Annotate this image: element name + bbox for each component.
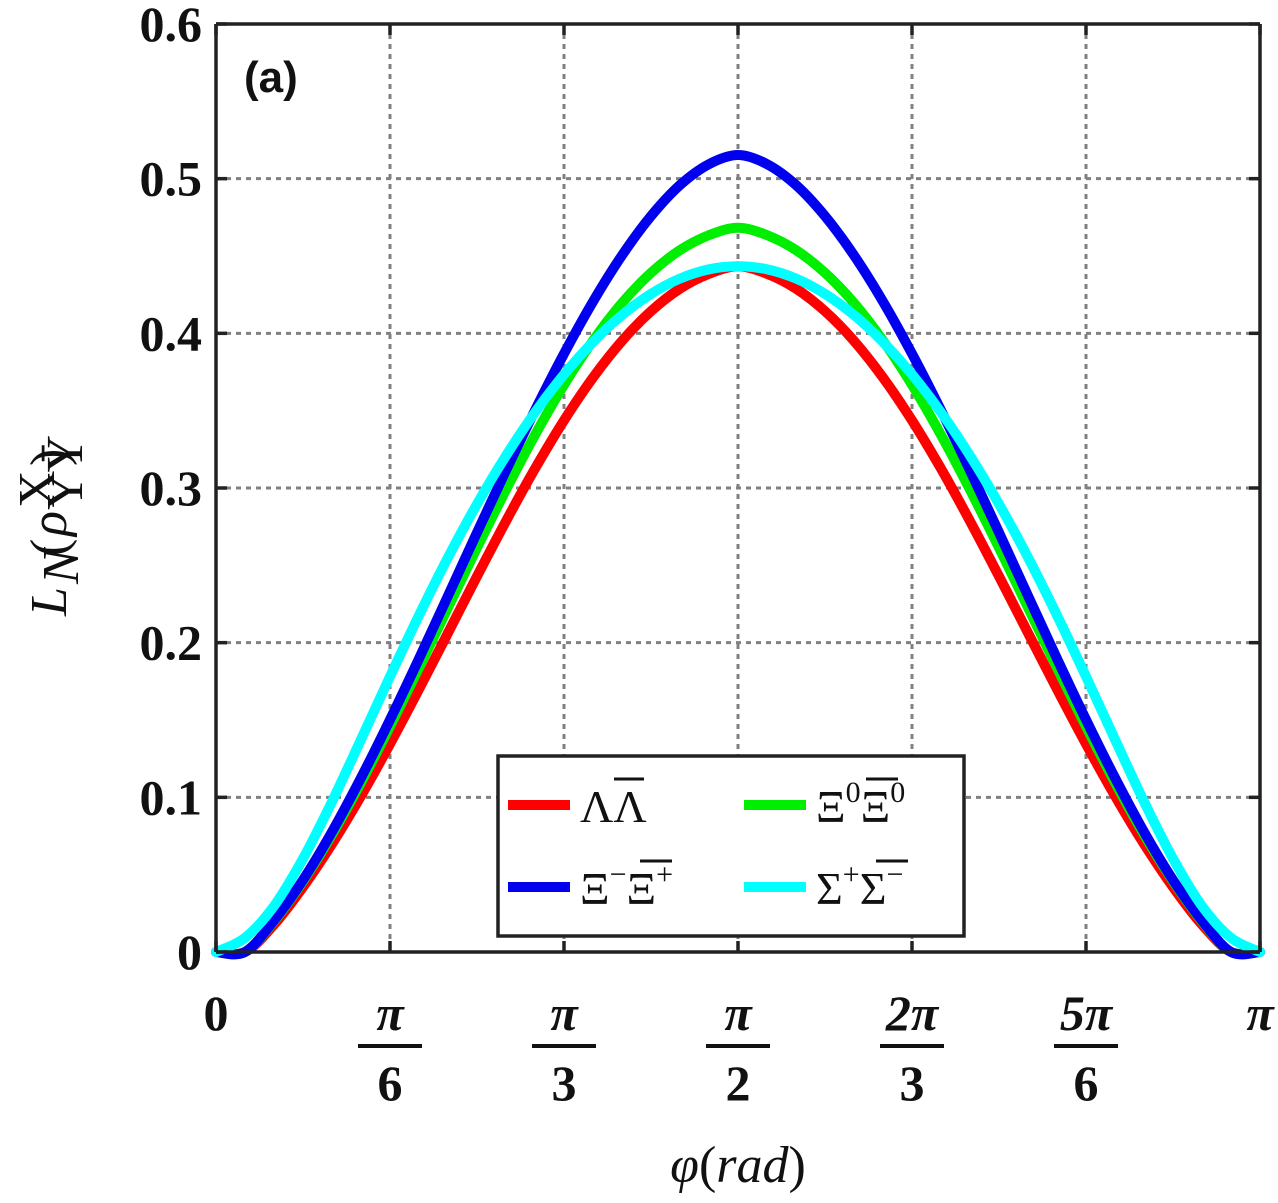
y-tick-label-1: 0.1 <box>140 769 203 825</box>
y-tick-labels: 0 0.1 0.2 0.3 0.4 0.5 0.6 <box>140 0 203 980</box>
legend-sigma-b: Σ <box>860 863 887 914</box>
legend-xi0-a-sup: 0 <box>846 776 861 809</box>
x-axis-label-unit: rad <box>716 1137 789 1194</box>
legend: ΛΛ Ξ0Ξ0 Ξ−Ξ+ Σ+Σ− <box>496 754 966 938</box>
x-tick-den-5: 6 <box>1074 1055 1099 1111</box>
x-tick-den-4: 3 <box>900 1055 925 1111</box>
y-tick-label-5: 0.5 <box>140 151 203 207</box>
legend-xi0-b-sup: 0 <box>890 776 905 809</box>
axes-layer <box>214 22 1262 954</box>
y-axis-label-base: L <box>21 587 78 617</box>
series-line-3 <box>211 261 1265 957</box>
y-axis-label-lower: YȲ <box>37 435 94 510</box>
y-tick-label-6: 0.6 <box>140 0 203 52</box>
y-tick-label-2: 0.2 <box>140 615 203 671</box>
legend-sigma-b-sup: − <box>886 858 903 891</box>
x-axis-label-close: ) <box>789 1137 806 1194</box>
x-tick-labels: 0 π 6 π 3 π 2 2π 3 5π 6 π <box>204 985 1276 1111</box>
x-tick-num-4: 2π <box>885 985 940 1041</box>
y-axis-label-sup: X <box>9 470 66 508</box>
y-axis-label: L N ( ρ X YȲ ) <box>9 435 94 617</box>
legend-xim-b-sup: + <box>656 858 673 891</box>
x-tick-num-3: π <box>724 985 753 1041</box>
x-tick-label-6: π <box>1246 985 1275 1041</box>
y-tick-label-3: 0.3 <box>140 460 203 516</box>
x-tick-den-2: 3 <box>552 1055 577 1111</box>
y-axis-label-sub: N <box>33 546 90 585</box>
x-axis-label: φ(rad) <box>670 1137 806 1194</box>
y-tick-label-4: 0.4 <box>140 305 203 361</box>
x-axis-label-open: ( <box>699 1137 716 1194</box>
y-axis-label-rho: ρ <box>21 511 78 538</box>
legend-sigma-a: Σ <box>816 863 843 914</box>
legend-xim-b: Ξ <box>627 863 657 914</box>
legend-lambda-b: Λ <box>613 781 646 832</box>
legend-box <box>496 754 966 938</box>
series-line-2 <box>211 150 1265 960</box>
legend-label-sigma: Σ+Σ− <box>816 858 903 914</box>
y-tick-label-0: 0 <box>177 924 202 980</box>
y-axis-label-close-paren: ) <box>21 449 78 466</box>
legend-xim-a-sup: − <box>610 858 627 891</box>
legend-lambda-a: Λ <box>580 781 613 832</box>
x-tick-num-1: π <box>376 985 405 1041</box>
x-axis-label-phi: φ <box>670 1137 699 1194</box>
x-tick-label-0: 0 <box>204 985 229 1041</box>
legend-label-lambda: ΛΛ <box>580 781 647 832</box>
legend-sigma-a-sup: + <box>843 858 860 891</box>
x-tick-num-2: π <box>550 985 579 1041</box>
x-tick-den-1: 6 <box>378 1055 403 1111</box>
panel-label: (a) <box>244 53 298 102</box>
legend-xi0-a: Ξ <box>816 781 846 832</box>
legend-label-xi0: Ξ0Ξ0 <box>816 776 905 832</box>
x-tick-den-3: 2 <box>726 1055 751 1111</box>
legend-xi0-b: Ξ <box>861 781 891 832</box>
x-tick-num-5: 5π <box>1060 985 1114 1041</box>
legend-xim-a: Ξ <box>580 863 610 914</box>
legend-label-xi-minus: Ξ−Ξ+ <box>580 858 673 914</box>
y-axis-label-open-paren: ( <box>21 539 78 556</box>
series-layer <box>211 150 1265 960</box>
